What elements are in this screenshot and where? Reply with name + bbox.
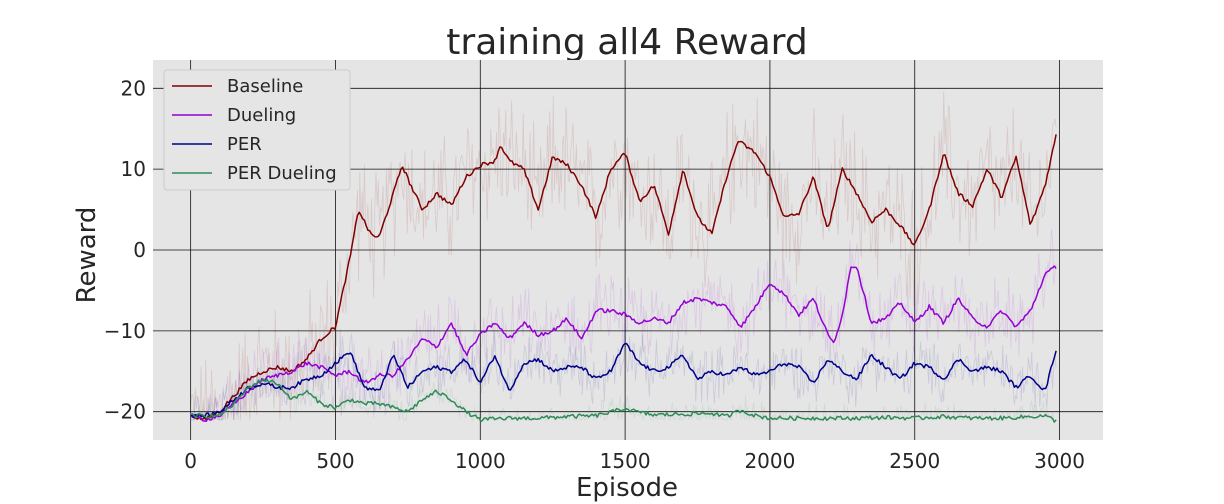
y-tick-label: 20 [121, 76, 146, 100]
y-tick-label: −20 [104, 400, 146, 424]
legend-box [163, 69, 351, 191]
y-axis-label: Reward [72, 207, 102, 304]
legend-label: PER [227, 134, 262, 155]
y-tick-label: 10 [121, 157, 146, 181]
legend: Baseline Dueling PER PER Dueling [163, 69, 351, 191]
tick-labels: 0 500 1000 1500 2000 2500 3000 −20 −10 0 10 20 [104, 76, 1085, 473]
x-tick-label: 2500 [889, 449, 940, 473]
x-tick-label: 1500 [600, 449, 651, 473]
raw-line-0 [190, 91, 1057, 421]
legend-label: Baseline [227, 76, 303, 97]
series-line-2 [190, 342, 1057, 419]
x-axis-label: Episode [576, 473, 678, 503]
y-tick-label: −10 [104, 319, 146, 343]
x-tick-label: 0 [184, 449, 197, 473]
series-line-1 [190, 265, 1057, 422]
x-tick-label: 1000 [455, 449, 506, 473]
series-line-3 [190, 378, 1057, 423]
legend-label: PER Dueling [227, 163, 337, 184]
x-tick-label: 500 [316, 449, 354, 473]
x-tick-label: 3000 [1034, 449, 1085, 473]
y-tick-label: 0 [133, 238, 146, 262]
series-line-0 [190, 134, 1057, 421]
chart-title: training all4 Reward [446, 22, 807, 63]
raw-line-1 [190, 228, 1057, 421]
smoothed-series-lines [190, 134, 1057, 423]
x-tick-label: 2000 [744, 449, 795, 473]
legend-label: Dueling [227, 105, 296, 126]
